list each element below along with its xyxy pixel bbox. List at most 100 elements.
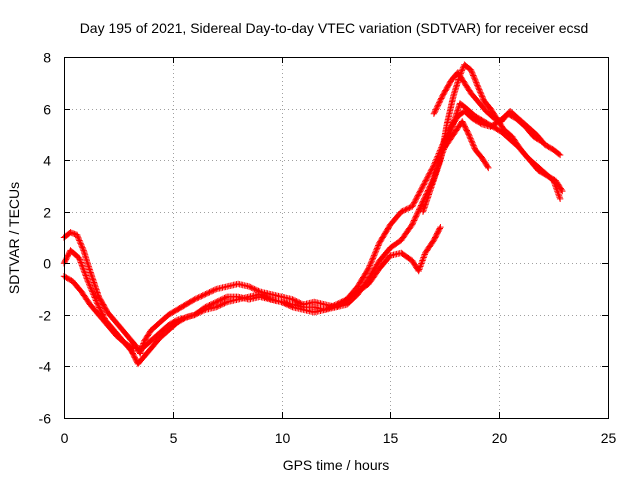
data-point (74, 233, 81, 240)
data-point (414, 193, 421, 201)
data-point (485, 164, 492, 172)
data-point (370, 252, 378, 259)
data-point (375, 242, 382, 249)
data-point (410, 218, 417, 226)
data-point (402, 206, 409, 213)
data-point (94, 300, 101, 307)
data-point (369, 255, 377, 262)
data-point (211, 286, 219, 293)
data-point (214, 303, 221, 310)
data-point (412, 214, 419, 221)
data-point (411, 199, 418, 206)
data-point (192, 295, 200, 302)
data-point (196, 309, 204, 316)
data-point (479, 94, 486, 102)
data-point (83, 275, 90, 282)
data-point (372, 249, 379, 256)
x-tick-label: 25 (601, 430, 617, 446)
data-point (467, 66, 475, 74)
data-layer (60, 61, 566, 368)
data-point (218, 301, 225, 308)
data-point (217, 302, 224, 309)
data-point (416, 188, 424, 195)
data-point (367, 259, 375, 266)
data-point (249, 285, 257, 292)
data-point (475, 85, 482, 92)
data-point (331, 302, 338, 309)
data-point (264, 294, 272, 302)
data-point (419, 255, 427, 263)
data-point (415, 191, 422, 198)
data-point (94, 301, 102, 308)
data-point (370, 253, 377, 261)
x-tick-label: 20 (492, 430, 508, 446)
data-point (373, 245, 381, 252)
data-point (420, 252, 428, 260)
data-point (84, 278, 92, 285)
data-point (266, 295, 273, 302)
data-point (424, 174, 431, 181)
data-point (471, 76, 479, 83)
data-point (432, 106, 440, 113)
series-track-3 (60, 223, 444, 352)
data-point (86, 282, 93, 289)
data-point (373, 246, 380, 253)
data-point (436, 225, 443, 232)
data-point (415, 207, 422, 215)
data-point (474, 83, 482, 90)
data-point (421, 180, 428, 187)
data-point (77, 259, 85, 266)
data-point (477, 90, 485, 97)
data-point (85, 279, 92, 286)
grid (64, 57, 608, 418)
data-point (433, 105, 440, 112)
data-point (97, 307, 104, 314)
x-axis-label: GPS time / hours (283, 457, 390, 473)
data-point (367, 260, 374, 268)
data-point (398, 208, 405, 215)
series-track-4 (419, 61, 566, 215)
data-point (467, 136, 475, 144)
data-point (375, 240, 383, 248)
y-tick-label: -2 (39, 308, 52, 324)
data-point (438, 95, 445, 102)
data-point (194, 294, 201, 302)
data-point (200, 307, 208, 314)
data-point (414, 209, 422, 216)
data-point (195, 309, 202, 317)
data-point (195, 294, 202, 301)
data-point (470, 72, 477, 79)
data-point (454, 105, 462, 113)
x-tick-label: 15 (383, 430, 399, 446)
data-point (323, 305, 330, 313)
data-point (341, 297, 348, 304)
data-point (406, 204, 413, 211)
data-point (324, 305, 331, 312)
data-point (330, 302, 337, 309)
data-point (414, 210, 421, 217)
data-point (192, 311, 200, 318)
data-point (558, 186, 565, 193)
data-point (88, 287, 95, 294)
data-point (245, 283, 253, 290)
data-point (414, 192, 422, 199)
data-point (412, 213, 420, 220)
data-point (82, 270, 89, 278)
data-point (78, 260, 85, 268)
data-point (419, 182, 427, 190)
data-point (400, 207, 408, 214)
y-tick-label: 4 (43, 153, 51, 169)
data-point (459, 66, 466, 73)
data-point (222, 299, 229, 306)
data-point (252, 286, 259, 293)
data-point (371, 250, 378, 258)
data-point (248, 284, 255, 291)
data-point (417, 263, 424, 270)
data-point (374, 243, 381, 251)
data-point (465, 131, 472, 138)
data-point (76, 238, 84, 246)
data-point (203, 290, 210, 297)
data-point (470, 142, 477, 149)
y-axis-label: SDTVAR / TECUs (6, 182, 22, 294)
data-point (92, 297, 100, 304)
